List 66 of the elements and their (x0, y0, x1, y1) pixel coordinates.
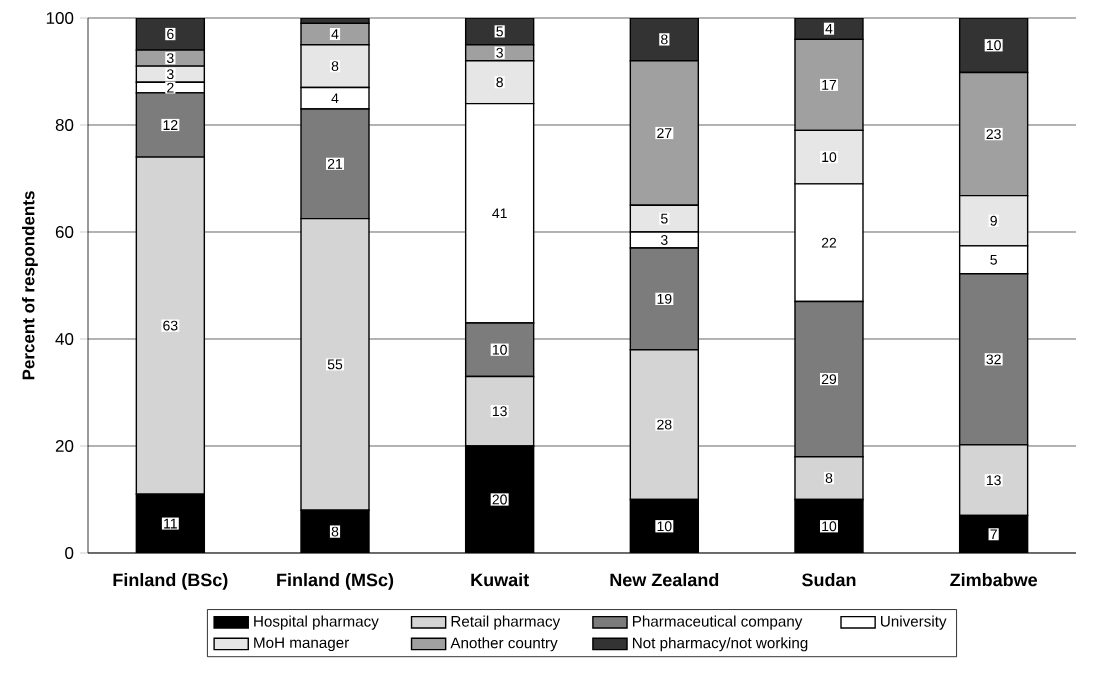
y-tick-label: 0 (65, 546, 74, 559)
data-label: 17 (822, 80, 837, 90)
data-label: 9 (990, 215, 997, 226)
data-label: 13 (986, 475, 1001, 486)
data-label: 11 (164, 518, 177, 529)
bar (958, 18, 1029, 74)
data-label: 22 (821, 237, 837, 248)
data-label: 3 (166, 69, 174, 80)
bar (135, 18, 206, 51)
data-label: 3 (496, 47, 503, 58)
data-label: 8 (825, 473, 833, 484)
y-tick-label: 100 (46, 11, 74, 24)
data-label: 5 (496, 26, 503, 37)
data-label: 4 (331, 29, 339, 39)
data-label: 6 (167, 29, 174, 39)
data-label: 32 (986, 354, 1001, 365)
y-tick-label: 60 (55, 225, 74, 238)
data-label: 2 (167, 82, 174, 93)
data-label: 3 (660, 235, 668, 245)
x-tick-label: New Zealand (610, 573, 719, 587)
legend-label: Retail pharmacy (451, 615, 561, 630)
legend-label: University (881, 615, 947, 630)
data-label: 23 (986, 129, 1001, 140)
data-label: 10 (822, 152, 837, 163)
bar (794, 18, 864, 41)
legend-label: MoH manager (254, 637, 349, 652)
legend-label: Hospital pharmacy (254, 615, 379, 630)
data-label: 8 (331, 61, 339, 72)
legend-label: Not pharmacy/not working (632, 637, 808, 652)
y-tick-label: 80 (55, 118, 74, 131)
data-label: 29 (821, 374, 837, 385)
data-label: 10 (492, 344, 507, 355)
x-tick-label: Kuwait (471, 573, 529, 587)
y-tick-label: 20 (55, 439, 74, 452)
data-label: 7 (990, 529, 997, 540)
data-label: 21 (327, 158, 343, 169)
bar (464, 18, 535, 46)
data-label: 10 (822, 521, 837, 532)
y-axis-title: Percent of respondents (21, 191, 38, 380)
x-tick-label: Zimbabwe (950, 573, 1038, 587)
x-tick-label: Sudan (802, 573, 856, 587)
data-label: 5 (990, 254, 997, 265)
data-label: 5 (661, 213, 668, 224)
data-label: 10 (986, 40, 1001, 51)
data-label: 8 (331, 526, 339, 537)
data-label: 27 (657, 128, 672, 138)
data-label: 12 (163, 120, 178, 130)
data-label: 55 (327, 359, 343, 370)
data-label: 10 (657, 521, 672, 532)
y-tick-label: 40 (55, 332, 74, 345)
data-label: 8 (496, 77, 503, 88)
data-label: 41 (492, 208, 507, 219)
data-label: 13 (492, 406, 507, 417)
data-label: 63 (163, 320, 178, 331)
data-label: 19 (657, 293, 672, 304)
legend-label: Pharmaceutical company (632, 615, 803, 630)
x-tick-label: Finland (MSc) (277, 573, 394, 590)
legend-label: Another country (450, 637, 558, 652)
x-tick-label: Finland (BSc) (113, 573, 228, 590)
data-label: 4 (331, 93, 339, 104)
bar (629, 18, 700, 62)
data-label: 20 (492, 494, 507, 505)
data-label: 4 (825, 23, 833, 34)
data-label: 28 (657, 419, 672, 430)
data-label: 8 (661, 34, 668, 45)
data-label: 3 (166, 53, 174, 64)
